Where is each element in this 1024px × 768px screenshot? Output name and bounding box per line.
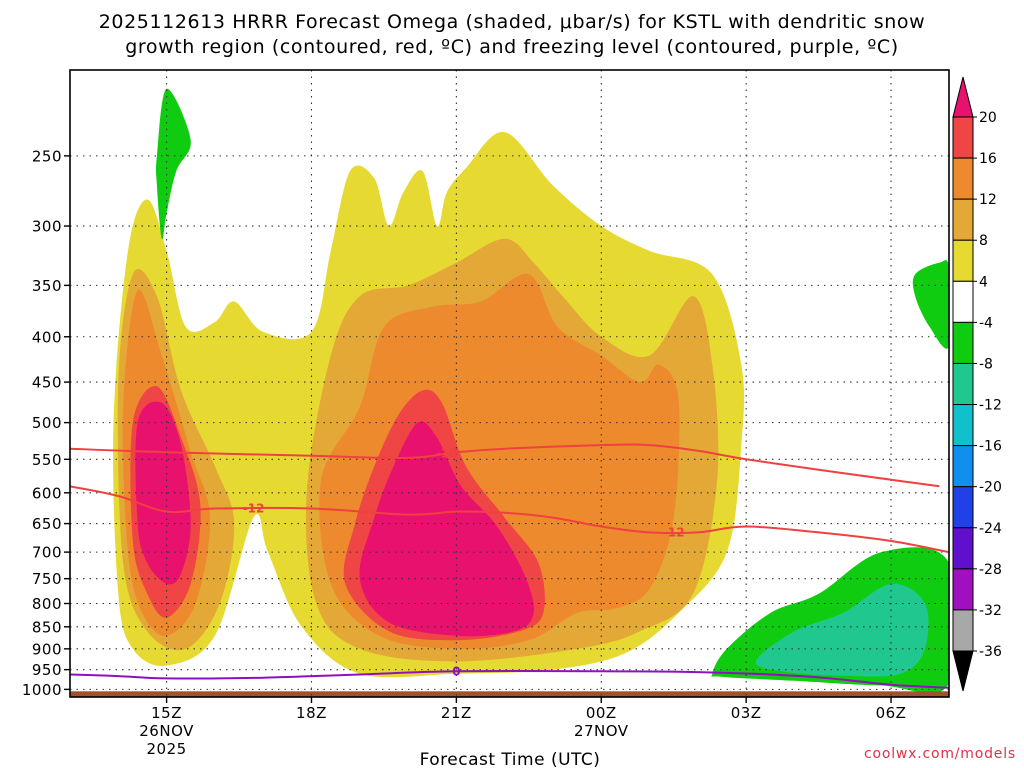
colorbar-label-13: -36 bbox=[979, 644, 1002, 660]
colorbar-swatch-1 bbox=[952, 116, 974, 159]
chart-title-line2: growth region (contoured, red, ºC) and f… bbox=[125, 36, 899, 58]
y-tick-label-450: 450 bbox=[32, 374, 62, 392]
colorbar-label-0: 20 bbox=[979, 110, 997, 126]
colorbar-swatch-11 bbox=[952, 527, 974, 570]
terrain-band bbox=[70, 691, 949, 697]
y-tick-label-350: 350 bbox=[32, 277, 62, 295]
colorbar-swatch-8 bbox=[952, 404, 974, 447]
y-tick-label-950: 950 bbox=[32, 661, 62, 679]
y-tick-label-500: 500 bbox=[32, 414, 62, 432]
y-tick-label-300: 300 bbox=[32, 218, 62, 236]
omega-region-20-8 bbox=[359, 421, 534, 637]
y-tick-label-700: 700 bbox=[32, 544, 62, 562]
colorbar-label-11: -28 bbox=[979, 562, 1002, 578]
colorbar-swatch-4 bbox=[952, 239, 974, 282]
colorbar-swatch-9 bbox=[952, 445, 974, 488]
x-tick-label-21Z: 21Z bbox=[441, 704, 472, 722]
x-tick-label-15Z: 15Z bbox=[151, 704, 182, 722]
y-tick-label-1000: 1000 bbox=[22, 681, 62, 699]
y-tick-label-400: 400 bbox=[32, 328, 62, 346]
colorbar-label-9: -20 bbox=[979, 480, 1002, 496]
colorbar-swatch-12 bbox=[952, 568, 974, 611]
colorbar-bottom-arrow bbox=[952, 650, 974, 692]
colorbar-label-3: 8 bbox=[979, 233, 988, 249]
y-axis-ticks: 250 300 350 400 450 500 550 600 650 700 750 800 850 9… bbox=[22, 147, 70, 699]
colorbar-label-1: 16 bbox=[979, 151, 997, 167]
y-tick-label-900: 900 bbox=[32, 640, 62, 658]
x-tick-year-15Z: 2025 bbox=[146, 740, 186, 758]
colorbar-swatch-5 bbox=[952, 280, 974, 323]
colorbar: 20 16 12 8 4 -4 -8 -12 -16 -20 -24 -28 -32 -36 bbox=[952, 76, 1002, 692]
colorbar-swatch-13 bbox=[952, 609, 974, 652]
contour-lines: -18 -12 -12 0 bbox=[70, 443, 949, 689]
y-tick-label-850: 850 bbox=[32, 618, 62, 636]
omega-region-neg4-9 bbox=[155, 88, 191, 240]
omega-shading bbox=[113, 88, 949, 694]
x-tick-label-18Z: 18Z bbox=[296, 704, 327, 722]
colorbar-label-10: -24 bbox=[979, 521, 1002, 537]
colorbar-top-arrow bbox=[952, 76, 974, 118]
contour-minus18-label-0: -18 bbox=[436, 446, 458, 460]
colorbar-swatch-3 bbox=[952, 198, 974, 241]
contour-minus12-label-1: -12 bbox=[663, 525, 685, 539]
x-axis-title: Forecast Time (UTC) bbox=[420, 750, 601, 768]
colorbar-label-5: -4 bbox=[979, 315, 993, 331]
x-tick-label-06Z: 06Z bbox=[876, 704, 907, 722]
x-tick-label-00Z: 00Z bbox=[586, 704, 617, 722]
contour-minus12-label-0: -12 bbox=[243, 502, 265, 516]
omega-region-neg8-12 bbox=[755, 583, 929, 677]
omega-region-neg4-10 bbox=[912, 260, 949, 349]
plot-frame bbox=[69, 69, 950, 698]
y-tick-label-250: 250 bbox=[32, 147, 62, 165]
colorbar-label-6: -8 bbox=[979, 356, 993, 372]
x-tick-date-00Z: 27NOV bbox=[574, 722, 629, 740]
y-tick-label-550: 550 bbox=[32, 451, 62, 469]
credit-text: coolwx.com/models bbox=[864, 746, 1016, 762]
colorbar-label-8: -16 bbox=[979, 439, 1002, 455]
colorbar-label-4: 4 bbox=[979, 274, 988, 290]
colorbar-label-7: -12 bbox=[979, 398, 1002, 414]
chart-title-line1: 2025112613 HRRR Forecast Omega (shaded, … bbox=[99, 11, 926, 33]
contour-minus18 bbox=[70, 443, 940, 488]
contour-freezing-level-label-0: 0 bbox=[452, 664, 460, 678]
contour-minus12 bbox=[70, 485, 949, 554]
colorbar-swatch-2 bbox=[952, 157, 974, 200]
y-tick-label-800: 800 bbox=[32, 595, 62, 613]
colorbar-swatch-7 bbox=[952, 362, 974, 406]
colorbar-label-2: 12 bbox=[979, 192, 997, 208]
grid-lines bbox=[70, 70, 949, 697]
y-tick-label-600: 600 bbox=[32, 484, 62, 502]
colorbar-label-12: -32 bbox=[979, 603, 1002, 619]
plot-area: -18 -12 -12 0 bbox=[70, 70, 949, 697]
colorbar-swatch-6 bbox=[952, 321, 974, 364]
y-tick-label-750: 750 bbox=[32, 570, 62, 588]
colorbar-swatch-10 bbox=[952, 486, 974, 529]
omega-region-20-7 bbox=[135, 401, 191, 585]
x-tick-date-15Z: 26NOV bbox=[139, 722, 194, 740]
contour-freezing-level bbox=[70, 669, 949, 689]
y-tick-label-650: 650 bbox=[32, 515, 62, 533]
x-tick-label-03Z: 03Z bbox=[731, 704, 762, 722]
